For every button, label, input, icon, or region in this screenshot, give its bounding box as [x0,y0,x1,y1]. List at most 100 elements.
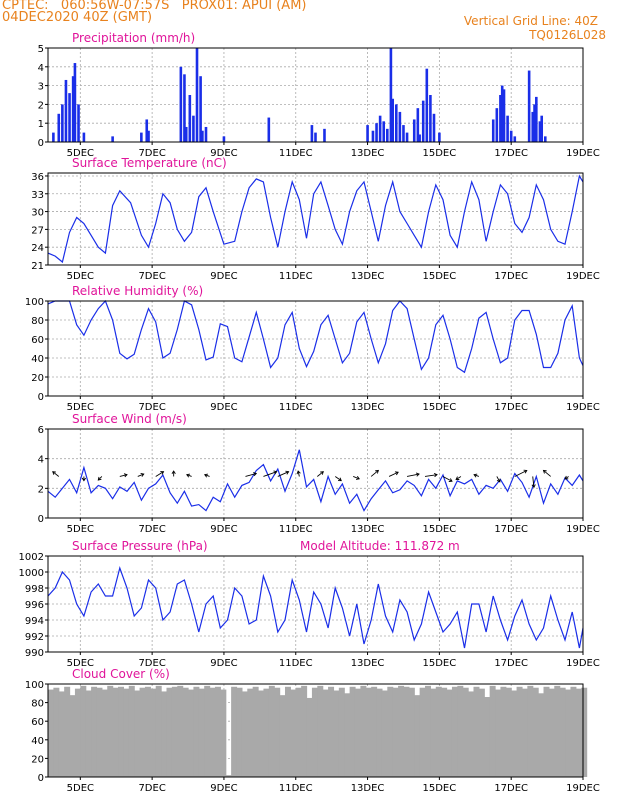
precip-bar [386,128,389,142]
cloud-bar [311,687,318,777]
ytick-label: 24 [31,243,44,254]
xtick-label: 17DEC [494,524,528,535]
wind-arrowhead [531,484,536,489]
precip-bar [513,136,517,142]
xtick-label: 17DEC [494,271,528,282]
ytick-label: 0 [38,138,44,149]
cloud-bar [344,693,351,777]
precip-bar [73,63,77,142]
cloud-bar [408,687,415,777]
ytick-label: 80 [31,699,44,710]
precip-bar [398,111,402,142]
precip-bar [82,132,86,142]
precip-bar [310,125,314,142]
xtick-label: 17DEC [494,148,528,159]
precip-bar [204,126,208,142]
xtick-label: 13DEC [351,148,385,159]
precip-bar [535,96,538,142]
xtick-label: 19DEC [566,402,600,413]
ytick-label: 40 [31,354,44,365]
precip-bar [425,68,429,142]
cloud-bar [252,686,259,777]
temp-line [47,174,584,264]
cloud-bar [204,685,211,777]
panel-title: Surface Wind (m/s) [72,412,187,426]
cloud-bar [570,686,577,777]
cloud-bar [290,689,297,777]
cloud-bar [171,686,178,777]
cloud-bar [161,691,168,777]
precip-bar [438,132,441,142]
precip-bar [402,125,405,142]
ytick-label: 0 [38,773,44,784]
wind-vector [317,471,324,477]
ytick-label: 100 [25,297,44,308]
wind-vector [388,471,399,477]
wind-arrowhead [320,471,324,475]
wind-vector [204,474,210,477]
xtick-label: 13DEC [351,658,385,669]
xtick-label: 11DEC [279,148,313,159]
xtick-label: 19DEC [566,524,600,535]
model-altitude-label: Model Altitude: 111.872 m [300,539,460,553]
wind-vector [514,470,527,477]
wind-arrowhead [296,470,301,475]
cloud-bar [48,689,54,777]
wind-arrowhead [455,476,460,480]
xtick-label: 5DEC [67,148,94,159]
cloud-bar [457,685,464,777]
cloud-bar [435,686,442,777]
wind-vector [532,476,535,488]
cloud-bar [134,690,141,777]
cloud-bar [505,687,512,777]
wind-vector [543,470,551,477]
precip-bar [147,130,150,142]
cloud-bar [258,690,265,777]
cloud-bar [425,685,431,777]
xtick-label: 5DEC [67,524,94,535]
xtick-label: 19DEC [566,783,600,794]
wind-arrowhead [564,475,569,480]
cloud-bar [521,688,528,777]
cloud-bar [371,686,378,777]
xtick-label: 9DEC [210,658,237,669]
precip-bar [495,108,499,142]
precip-bar [52,132,55,142]
xtick-label: 5DEC [67,402,94,413]
wind-arrowhead [253,472,258,477]
cloud-bar [96,687,103,777]
wind-arrowhead [496,478,501,483]
precip-bar [199,76,202,142]
xtick-label: 5DEC [67,658,94,669]
xtick-label: 19DEC [566,271,600,282]
xtick-label: 17DEC [494,658,528,669]
wind-vector [263,471,277,477]
ytick-label: 990 [25,648,44,659]
precip-bar [375,123,378,142]
precip-bar [389,48,393,142]
ytick-label: 40 [31,736,44,747]
xtick-label: 7DEC [138,783,165,794]
panel-rh: 0 20 40 60 80 100 5DEC 7DEC 9DEC 11DEC 13DEC 15DEC 1… [25,284,600,413]
ytick-label: 33 [31,190,44,201]
panel-cloud: 0 20 40 60 80 100 5DEC 7DEC 9DEC 11DEC 13DEC 15DEC 1… [25,667,600,794]
wind-vector [353,476,360,480]
cloud-bar [365,687,372,777]
ytick-label: 60 [31,335,44,346]
precip-bar [222,136,226,142]
precip-bar [68,93,71,142]
precip-bar [183,74,186,142]
precip-bar [538,121,542,142]
precip-bar [192,115,195,142]
cloud-bar [376,688,383,777]
cloud-bar [74,688,81,777]
cloud-bar [306,697,313,777]
xtick-label: 15DEC [423,658,457,669]
cloud-bar [354,688,361,777]
xtick-label: 5DEC [67,271,94,282]
precip-bar [527,70,531,142]
cloud-bar [144,686,151,777]
cloud-bar [489,685,496,777]
cloud-bar [338,687,345,777]
cloud-bar [166,687,173,777]
